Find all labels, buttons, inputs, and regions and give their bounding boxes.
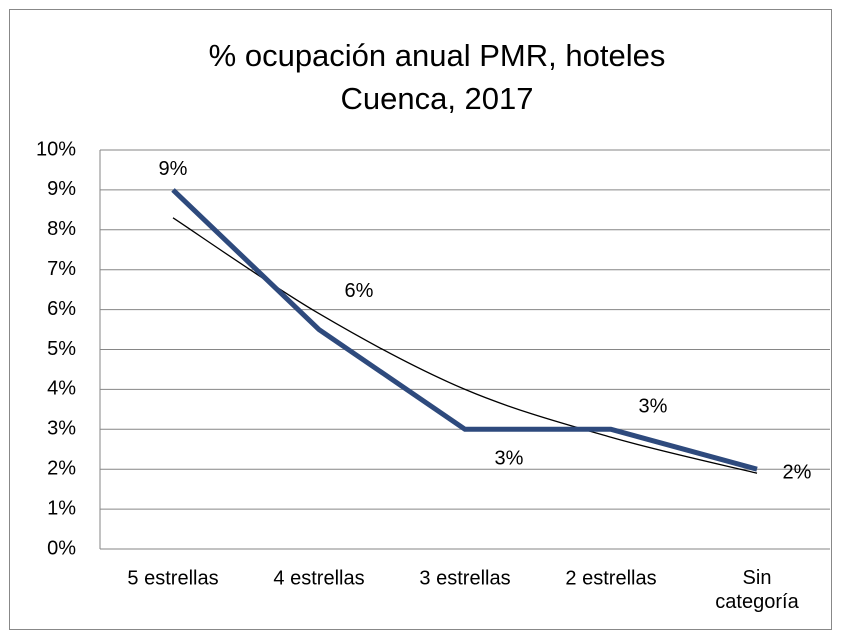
data-label: 9%	[159, 158, 188, 180]
y-tick-label: 8%	[47, 218, 76, 240]
y-tick-label: 5%	[47, 338, 76, 360]
y-tick-label: 1%	[47, 497, 76, 519]
x-tick-label: Sin categoría	[715, 567, 799, 613]
chart-border	[9, 9, 832, 630]
data-label: 3%	[495, 448, 524, 470]
data-label: 6%	[345, 280, 374, 302]
y-tick-label: 7%	[47, 258, 76, 280]
series-line	[171, 188, 758, 472]
x-tick-label: 2 estrellas	[565, 567, 656, 589]
y-tick-label: 6%	[47, 298, 76, 320]
chart-title: % ocupación anual PMR, hoteles	[209, 38, 666, 73]
x-tick-label: 5 estrellas	[127, 567, 218, 589]
y-tick-label: 2%	[47, 457, 76, 479]
x-tick-label: 4 estrellas	[273, 567, 364, 589]
y-tick-label: 9%	[47, 178, 76, 200]
y-tick-label: 4%	[47, 378, 76, 400]
y-tick-label: 10%	[36, 138, 76, 160]
data-label: 3%	[639, 396, 668, 418]
x-tick-label: 3 estrellas	[419, 567, 510, 589]
chart-title: Cuenca, 2017	[340, 81, 533, 116]
y-tick-label: 0%	[47, 537, 76, 559]
y-tick-label: 3%	[47, 418, 76, 440]
data-label: 2%	[783, 461, 812, 483]
